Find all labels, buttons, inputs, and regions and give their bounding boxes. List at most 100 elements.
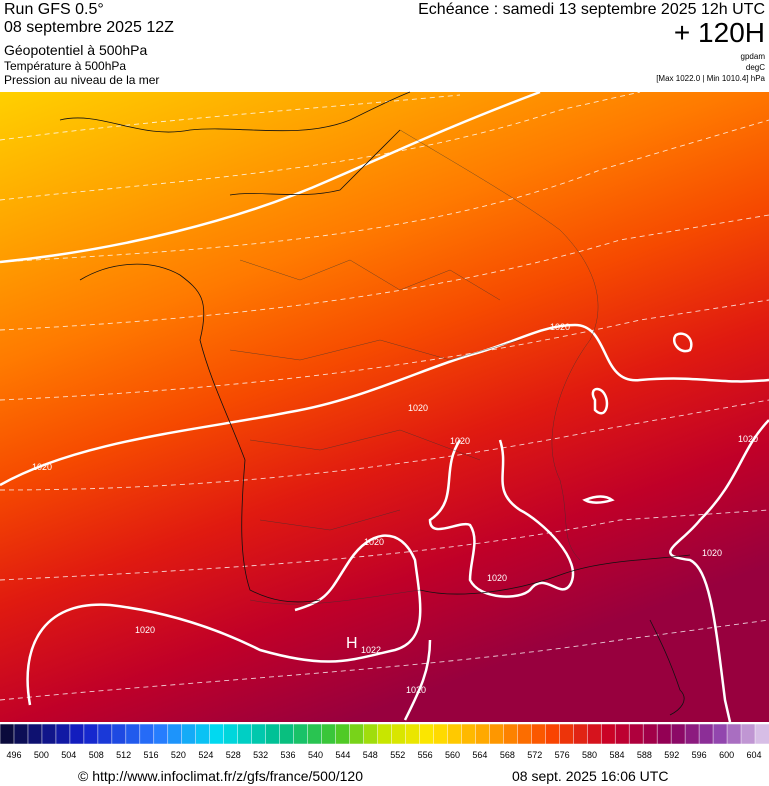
color-swatch [83,723,99,745]
borders [229,129,599,605]
scale-label: 544 [335,750,350,760]
contour-label: 1020 [450,436,470,446]
range: [Max 1022.0 | Min 1010.4] hPa [656,74,765,83]
scale-label: 496 [6,750,21,760]
scale-label: 556 [418,750,433,760]
contour-label: 1020 [550,322,570,332]
scale-label: 516 [144,750,159,760]
color-swatch [586,723,602,745]
color-swatch [573,723,588,745]
pressure-isolines [0,90,769,723]
scale-label: 528 [226,750,241,760]
color-swatch [293,723,309,745]
scale-label: 592 [664,750,679,760]
scale-label: 500 [34,750,49,760]
color-swatch [726,723,742,745]
echeance: Echéance : samedi 13 septembre 2025 12h … [418,1,765,18]
run-date: 08 septembre 2025 12Z [4,19,174,36]
color-swatch [419,723,435,745]
color-swatch [600,723,616,745]
contour-label: 1020 [32,462,52,472]
color-swatch [223,723,239,745]
color-swatch [517,723,533,745]
color-swatch [279,723,295,745]
scale-label: 536 [281,750,296,760]
color-swatch [754,723,769,745]
color-swatch [489,723,505,745]
color-swatch [628,723,644,745]
color-scale: 496 500 504 508 512 516 520 524 528 532 536 540 544 5… [0,723,769,760]
color-swatch [27,723,43,745]
scale-label: 600 [719,750,734,760]
color-swatch [251,723,267,745]
temperature-isolines [0,91,769,701]
color-swatch [433,723,449,745]
field-label: Température à 500hPa [4,59,126,73]
color-swatch [167,723,183,745]
color-swatch [363,723,379,745]
map-field [0,92,769,722]
color-swatch [195,723,211,745]
contour-label: 1020 [738,434,758,444]
color-swatch [349,723,365,745]
contour-label: 1020 [487,573,507,583]
scale-label: 540 [308,750,323,760]
field-label: Pression au niveau de la mer [4,73,159,87]
unit: degC [746,63,765,72]
scale-label: 604 [746,750,761,760]
color-swatch [670,723,686,745]
color-swatch [614,723,630,745]
color-swatch [475,723,491,745]
scale-label: 548 [363,750,378,760]
color-swatch [531,723,547,745]
color-swatch [545,723,561,745]
color-swatch [740,723,756,745]
color-swatch [307,723,323,745]
color-swatch [97,723,113,745]
map: 1020 1020 1020 1020 1020 1020 1020 1020 1020 1020… [0,90,769,723]
color-swatch [559,723,575,745]
color-swatch [209,723,225,745]
scale-label: 580 [582,750,597,760]
scale-label: 524 [198,750,213,760]
color-swatch [125,723,141,745]
scale-label: 568 [500,750,515,760]
scale-label: 584 [609,750,624,760]
color-swatch [181,723,197,745]
field-label: Géopotentiel à 500hPa [4,42,147,58]
scale-label: 520 [171,750,186,760]
color-swatch [69,723,85,745]
scale-label: 560 [445,750,460,760]
color-swatch [321,723,337,745]
color-swatch [503,723,519,745]
scale-label: 552 [390,750,405,760]
color-swatch [698,723,714,745]
color-swatch [13,723,29,745]
color-swatch [684,723,700,745]
color-swatch [712,723,728,745]
scale-label: 504 [61,750,76,760]
color-swatch [0,723,15,745]
scale-label: 588 [637,750,652,760]
scale-label: 596 [692,750,707,760]
contour-label: 1020 [406,685,426,695]
high-marker: H [346,635,358,652]
scale-label: 576 [555,750,570,760]
color-swatch [377,723,393,745]
coastlines [59,91,691,716]
contour-label: 1020 [702,548,722,558]
high-value: 1022 [361,645,381,655]
run-title: Run GFS 0.5° [4,1,104,18]
color-swatch [656,723,672,745]
scale-label: 508 [89,750,104,760]
color-swatch [111,723,127,745]
color-swatch [41,723,57,745]
color-swatch [265,723,281,745]
color-swatch [642,723,658,745]
footer-timestamp: 08 sept. 2025 16:06 UTC [512,768,668,784]
color-swatch [153,723,169,745]
lead-time: + 120H [674,17,765,48]
contour-label: 1020 [408,403,428,413]
color-swatch [391,723,407,745]
